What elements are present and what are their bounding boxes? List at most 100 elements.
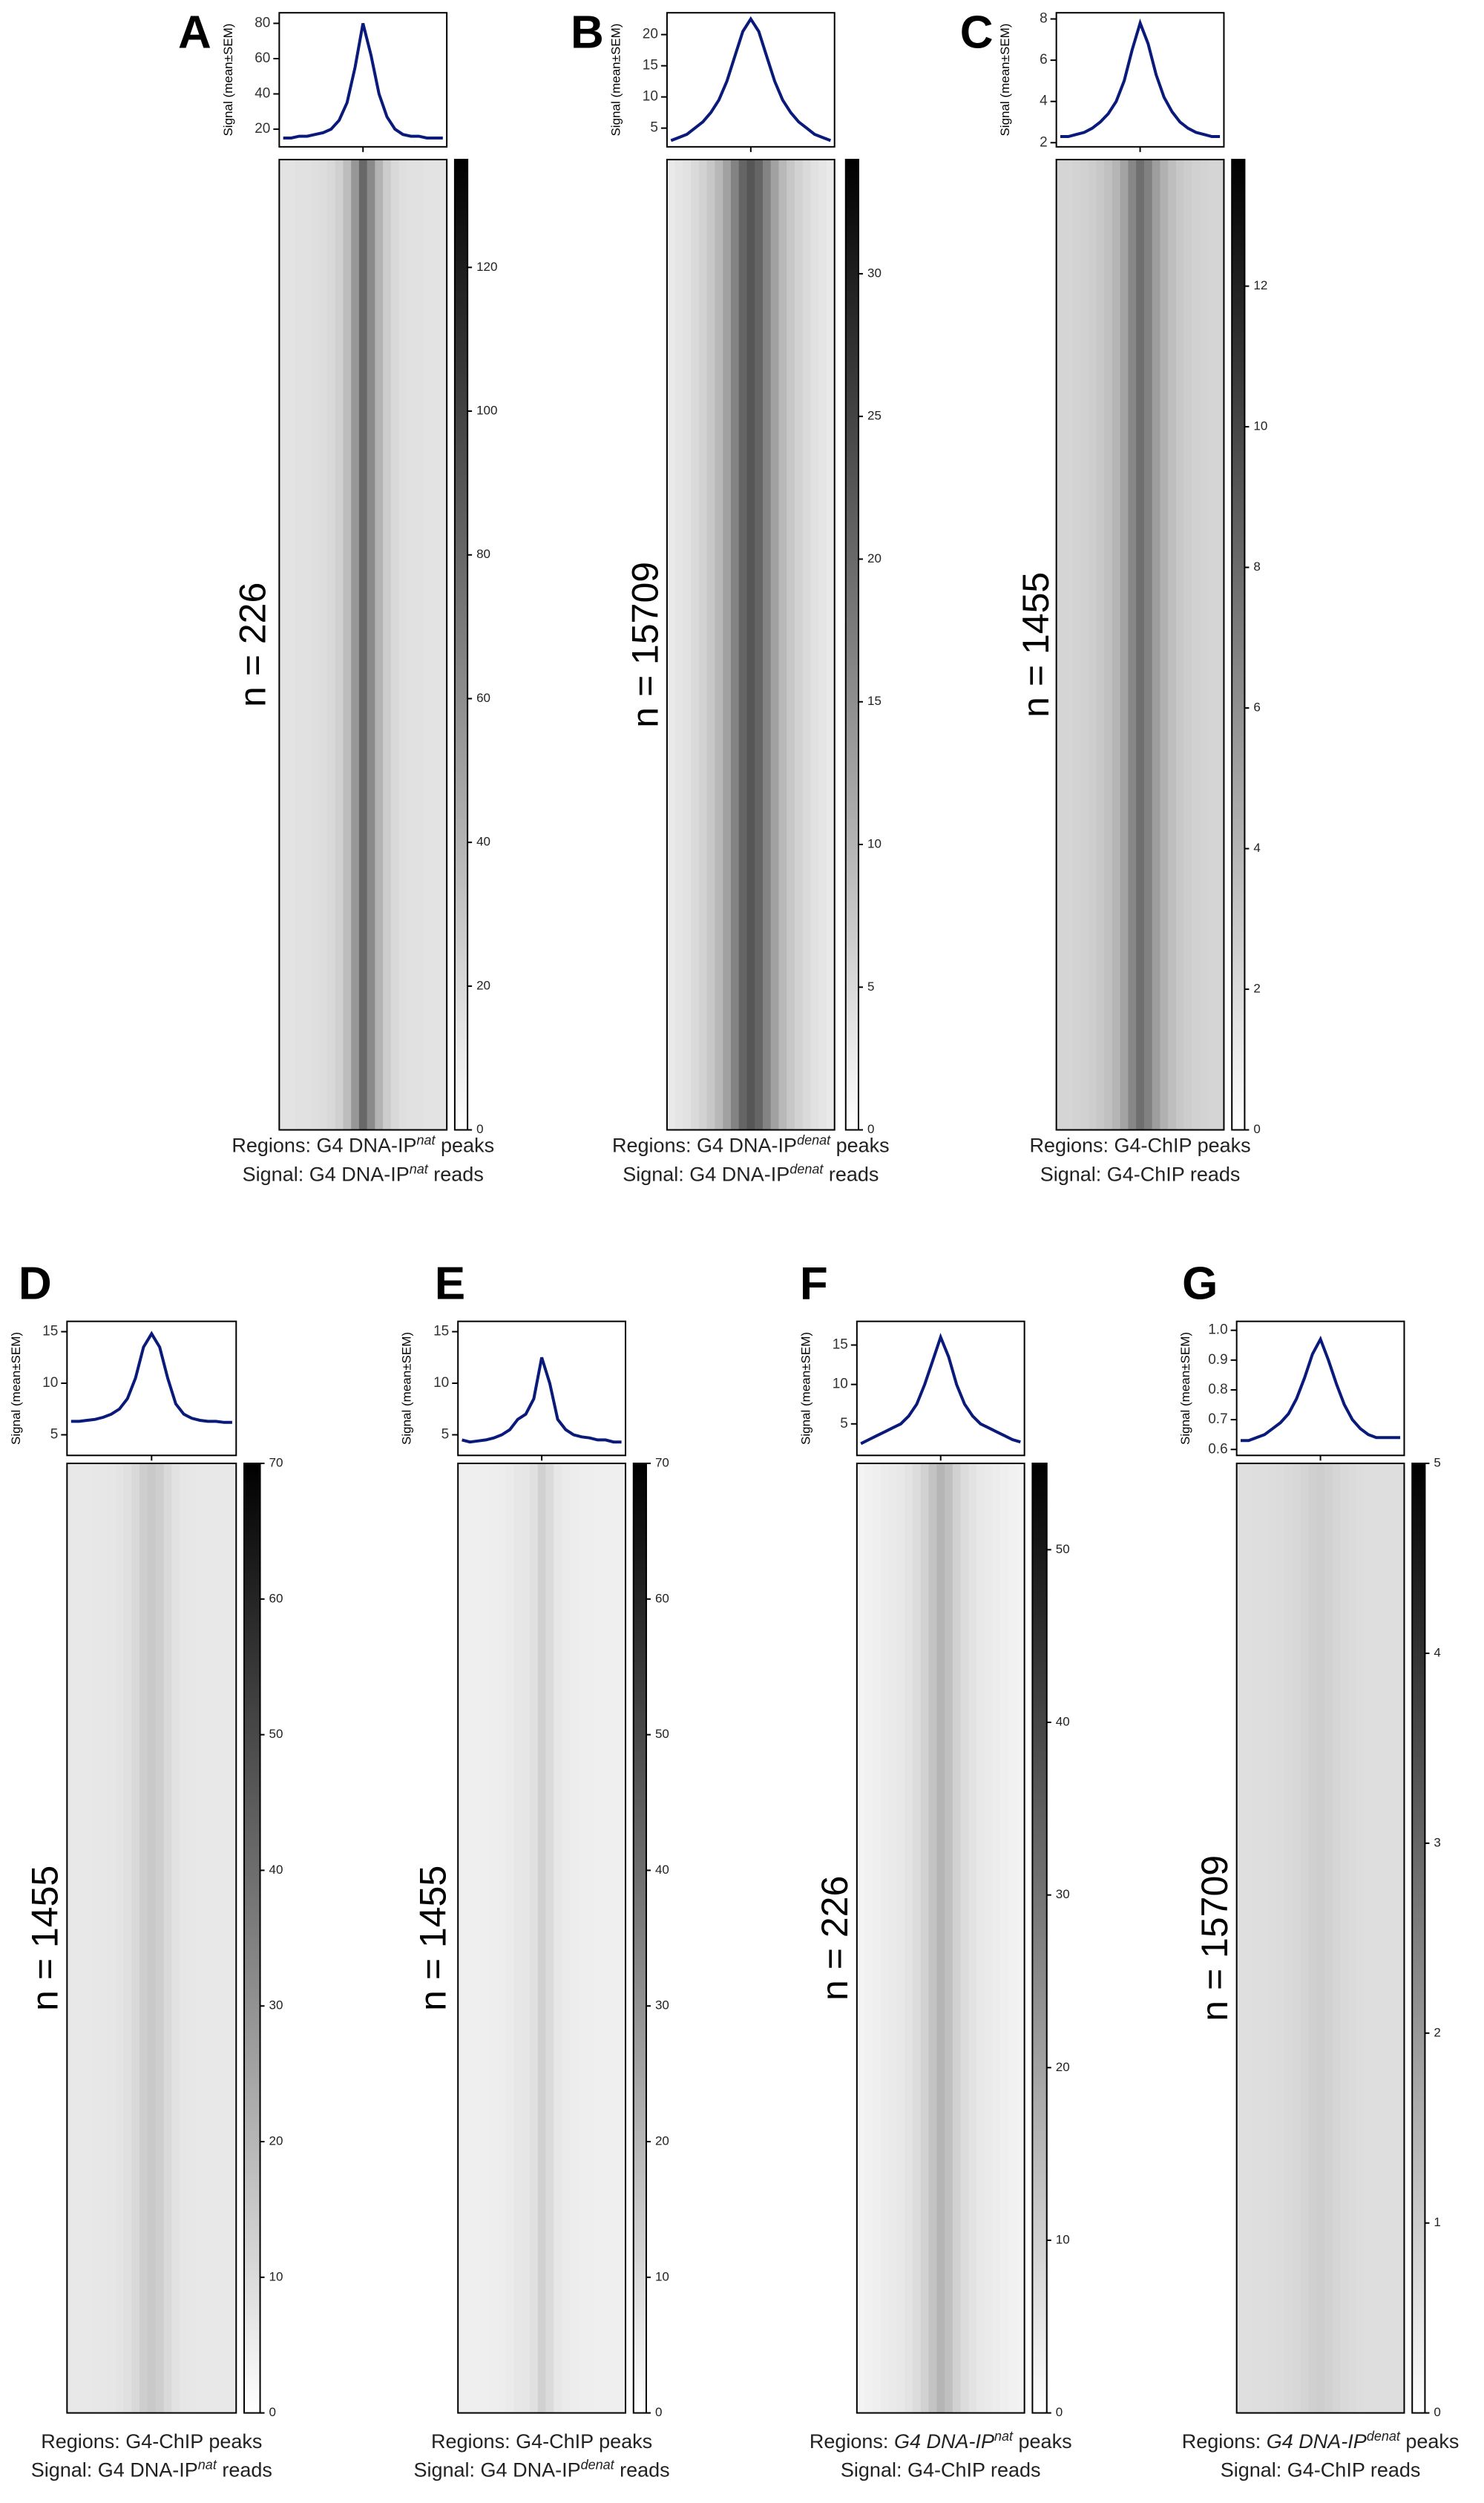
caption-part: Signal: G4 DNA-IP (31, 2459, 198, 2481)
heatmap-column (545, 1463, 554, 2413)
heatmap-column (802, 160, 812, 1130)
panel-letter: E (435, 1259, 465, 1310)
heatmap-column (343, 160, 352, 1130)
y-tick-label: 5 (650, 120, 658, 136)
y-tick-label: 60 (255, 50, 270, 66)
heatmap-column (1192, 160, 1201, 1130)
heatmap-frame (1055, 159, 1225, 1131)
heatmap-frame (856, 1463, 1025, 2414)
colorbar-tick-label: 10 (269, 2269, 283, 2283)
profile-line (1060, 18, 1221, 138)
y-tick-label: 6 (1040, 52, 1048, 68)
heatmap-column (1088, 160, 1097, 1130)
y-tick-label: 0.7 (1208, 1411, 1227, 1427)
caption: Signal: G4-ChIP reads (1221, 2459, 1421, 2481)
y-tick-label: 10 (833, 1377, 848, 1392)
heatmap-column (594, 1463, 603, 2413)
heatmap-column (1215, 160, 1225, 1130)
heatmap-column (522, 1463, 531, 2413)
colorbar-tick-label: 70 (269, 1456, 283, 1470)
y-tick-label: 1.0 (1208, 1322, 1227, 1338)
colorbar-tick-label: 70 (655, 1456, 669, 1470)
profile-line (860, 1333, 1021, 1446)
y-tick-label: 0.6 (1208, 1441, 1227, 1457)
heatmap-column (319, 160, 328, 1130)
profile-line (670, 16, 832, 142)
heatmap-column (1072, 160, 1081, 1130)
heatmap-column (287, 160, 296, 1130)
colorbar-tick-label: 25 (867, 409, 881, 423)
y-tick-label: 10 (643, 89, 658, 105)
profile-frame (1055, 12, 1225, 148)
caption-part: Regions: G4-ChIP peaks (431, 2430, 652, 2453)
panel-letter: G (1182, 1259, 1218, 1310)
heatmap-column (1200, 160, 1209, 1130)
heatmap-column (976, 1463, 985, 2413)
panel-letter: C (960, 7, 994, 59)
heatmap-column (577, 1463, 586, 2413)
heatmap-column (131, 1463, 140, 2413)
caption: Signal: G4-ChIP reads (841, 2459, 1041, 2481)
profile-frame (457, 1320, 627, 1457)
heatmap-column (1252, 1463, 1261, 2413)
heatmap-column (115, 1463, 124, 2413)
heatmap-column (936, 1463, 945, 2413)
heatmap-column (529, 1463, 539, 2413)
colorbar-tick-label: 0 (1434, 2405, 1440, 2419)
colorbar-tick-label: 0 (476, 1122, 483, 1136)
colorbar-tick-label: 12 (1253, 278, 1267, 292)
heatmap-column (960, 1463, 969, 2413)
heatmap-column (1136, 160, 1145, 1130)
caption: Signal: G4 DNA-IPnat reads (243, 1161, 484, 1185)
colorbar-tick-label: 5 (867, 980, 874, 994)
caption-part: Signal: G4-ChIP reads (1221, 2459, 1421, 2481)
colorbar-tick-label: 10 (867, 836, 881, 850)
colorbar-tick-label: 60 (269, 1591, 283, 1605)
y-tick-label: 20 (643, 27, 658, 42)
heatmap-column (1064, 160, 1073, 1130)
colorbar (844, 159, 859, 1131)
heatmap-column (1332, 1463, 1342, 2413)
colorbar (453, 159, 469, 1131)
heatmap-column (99, 1463, 108, 2413)
y-tick-label: 15 (833, 1337, 848, 1353)
heatmap-frame (457, 1463, 627, 2414)
caption: Signal: G4 DNA-IPdenat reads (414, 2458, 670, 2481)
heatmap-column (1143, 160, 1153, 1130)
n-label: n = 226 (814, 1876, 856, 2001)
heatmap-column (311, 160, 320, 1130)
profile-frame (278, 12, 448, 148)
heatmap-column (415, 160, 424, 1130)
heatmap-column (1348, 1463, 1357, 2413)
panel-letter: B (571, 7, 604, 59)
y-tick-label: 4 (1040, 94, 1048, 109)
heatmap-column (881, 1463, 890, 2413)
caption-part: Signal: G4 DNA-IP (414, 2459, 581, 2481)
heatmap-column (561, 1463, 571, 2413)
y-tick-label: 5 (840, 1416, 848, 1431)
caption-part: Regions: G4 DNA-IP (232, 1135, 416, 1157)
colorbar-tick-label: 30 (1056, 1887, 1070, 1901)
heatmap-column (295, 160, 304, 1130)
heatmap-column (746, 160, 755, 1130)
heatmap-column (1056, 160, 1066, 1130)
colorbar (243, 1463, 261, 2414)
caption: Regions: G4 DNA-IPnat peaks (232, 1133, 494, 1157)
caption-part: Signal: G4-ChIP reads (1040, 1163, 1241, 1185)
heatmap-column (220, 1463, 229, 2413)
heatmap-column (1160, 160, 1169, 1130)
n-label: n = 226 (232, 583, 273, 707)
heatmap-column (554, 1463, 562, 2413)
colorbar (1031, 1463, 1048, 2414)
profile-line (283, 23, 443, 140)
heatmap-column (715, 160, 723, 1130)
panel-letter: F (800, 1259, 828, 1310)
colorbar-tick-label: 4 (1253, 841, 1260, 855)
colorbar-tick-label: 50 (269, 1727, 283, 1741)
caption-part: denat (797, 1133, 831, 1148)
heatmap-column (952, 1463, 962, 2413)
heatmap-column (91, 1463, 100, 2413)
heatmap-column (390, 160, 400, 1130)
heatmap-column (203, 1463, 213, 2413)
heatmap-column (458, 1463, 467, 2413)
